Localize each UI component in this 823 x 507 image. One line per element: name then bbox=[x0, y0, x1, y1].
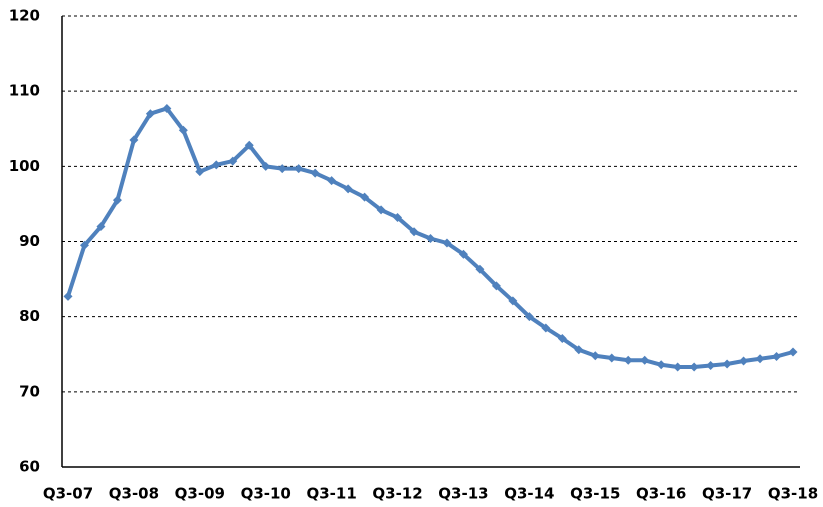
data-point bbox=[508, 296, 518, 306]
data-point bbox=[689, 362, 699, 372]
data-point bbox=[574, 345, 584, 355]
x-tick-label: Q3-10 bbox=[241, 485, 291, 503]
data-point bbox=[640, 355, 650, 365]
data-point bbox=[63, 291, 73, 301]
data-point bbox=[541, 323, 551, 333]
y-tick-label: 100 bbox=[9, 157, 40, 175]
data-point bbox=[524, 312, 534, 322]
x-tick-label: Q3-17 bbox=[702, 485, 752, 503]
data-point bbox=[607, 353, 617, 363]
data-point bbox=[129, 135, 139, 145]
y-tick-label: 110 bbox=[9, 82, 40, 100]
data-point bbox=[706, 361, 716, 371]
x-tick-label: Q3-16 bbox=[636, 485, 686, 503]
y-tick-label: 70 bbox=[19, 382, 40, 400]
data-point bbox=[96, 221, 106, 231]
x-tick-label: Q3-07 bbox=[43, 485, 93, 503]
x-tick-label: Q3-08 bbox=[109, 485, 159, 503]
x-tick-label: Q3-13 bbox=[438, 485, 488, 503]
data-point bbox=[310, 168, 320, 178]
data-point bbox=[722, 359, 732, 369]
data-point bbox=[491, 281, 501, 291]
data-point bbox=[673, 362, 683, 372]
data-point bbox=[343, 184, 353, 194]
y-tick-label: 120 bbox=[9, 7, 40, 25]
data-point bbox=[228, 156, 238, 166]
data-point bbox=[162, 103, 172, 113]
data-point bbox=[79, 240, 89, 250]
data-point bbox=[458, 249, 468, 259]
x-tick-label: Q3-11 bbox=[306, 485, 356, 503]
data-point bbox=[557, 333, 567, 343]
x-tick-label: Q3-12 bbox=[372, 485, 422, 503]
y-tick-label: 80 bbox=[19, 307, 40, 325]
data-point bbox=[426, 233, 435, 243]
data-point bbox=[327, 176, 337, 186]
data-point bbox=[393, 212, 403, 222]
x-tick-label: Q3-18 bbox=[768, 485, 818, 503]
data-point bbox=[112, 195, 122, 205]
data-point bbox=[623, 355, 633, 365]
data-point bbox=[360, 192, 370, 202]
data-point bbox=[211, 160, 221, 170]
data-point bbox=[244, 140, 254, 150]
y-tick-label: 60 bbox=[19, 458, 40, 476]
data-point bbox=[409, 227, 419, 237]
data-point bbox=[590, 351, 600, 361]
y-tick-label: 90 bbox=[19, 232, 40, 250]
x-tick-label: Q3-15 bbox=[570, 485, 620, 503]
data-point bbox=[656, 360, 666, 370]
data-point bbox=[376, 205, 386, 215]
x-tick-label: Q3-14 bbox=[504, 485, 554, 503]
data-point bbox=[475, 264, 485, 274]
data-point bbox=[442, 238, 452, 248]
data-point bbox=[772, 352, 782, 362]
data-point bbox=[755, 354, 765, 364]
data-point bbox=[277, 164, 287, 174]
data-point bbox=[261, 161, 271, 171]
x-tick-label: Q3-09 bbox=[175, 485, 225, 503]
data-point bbox=[195, 167, 205, 177]
data-point bbox=[294, 164, 304, 174]
data-point bbox=[739, 356, 749, 366]
data-point bbox=[788, 347, 798, 357]
data-point bbox=[145, 109, 155, 119]
data-point bbox=[178, 125, 188, 135]
